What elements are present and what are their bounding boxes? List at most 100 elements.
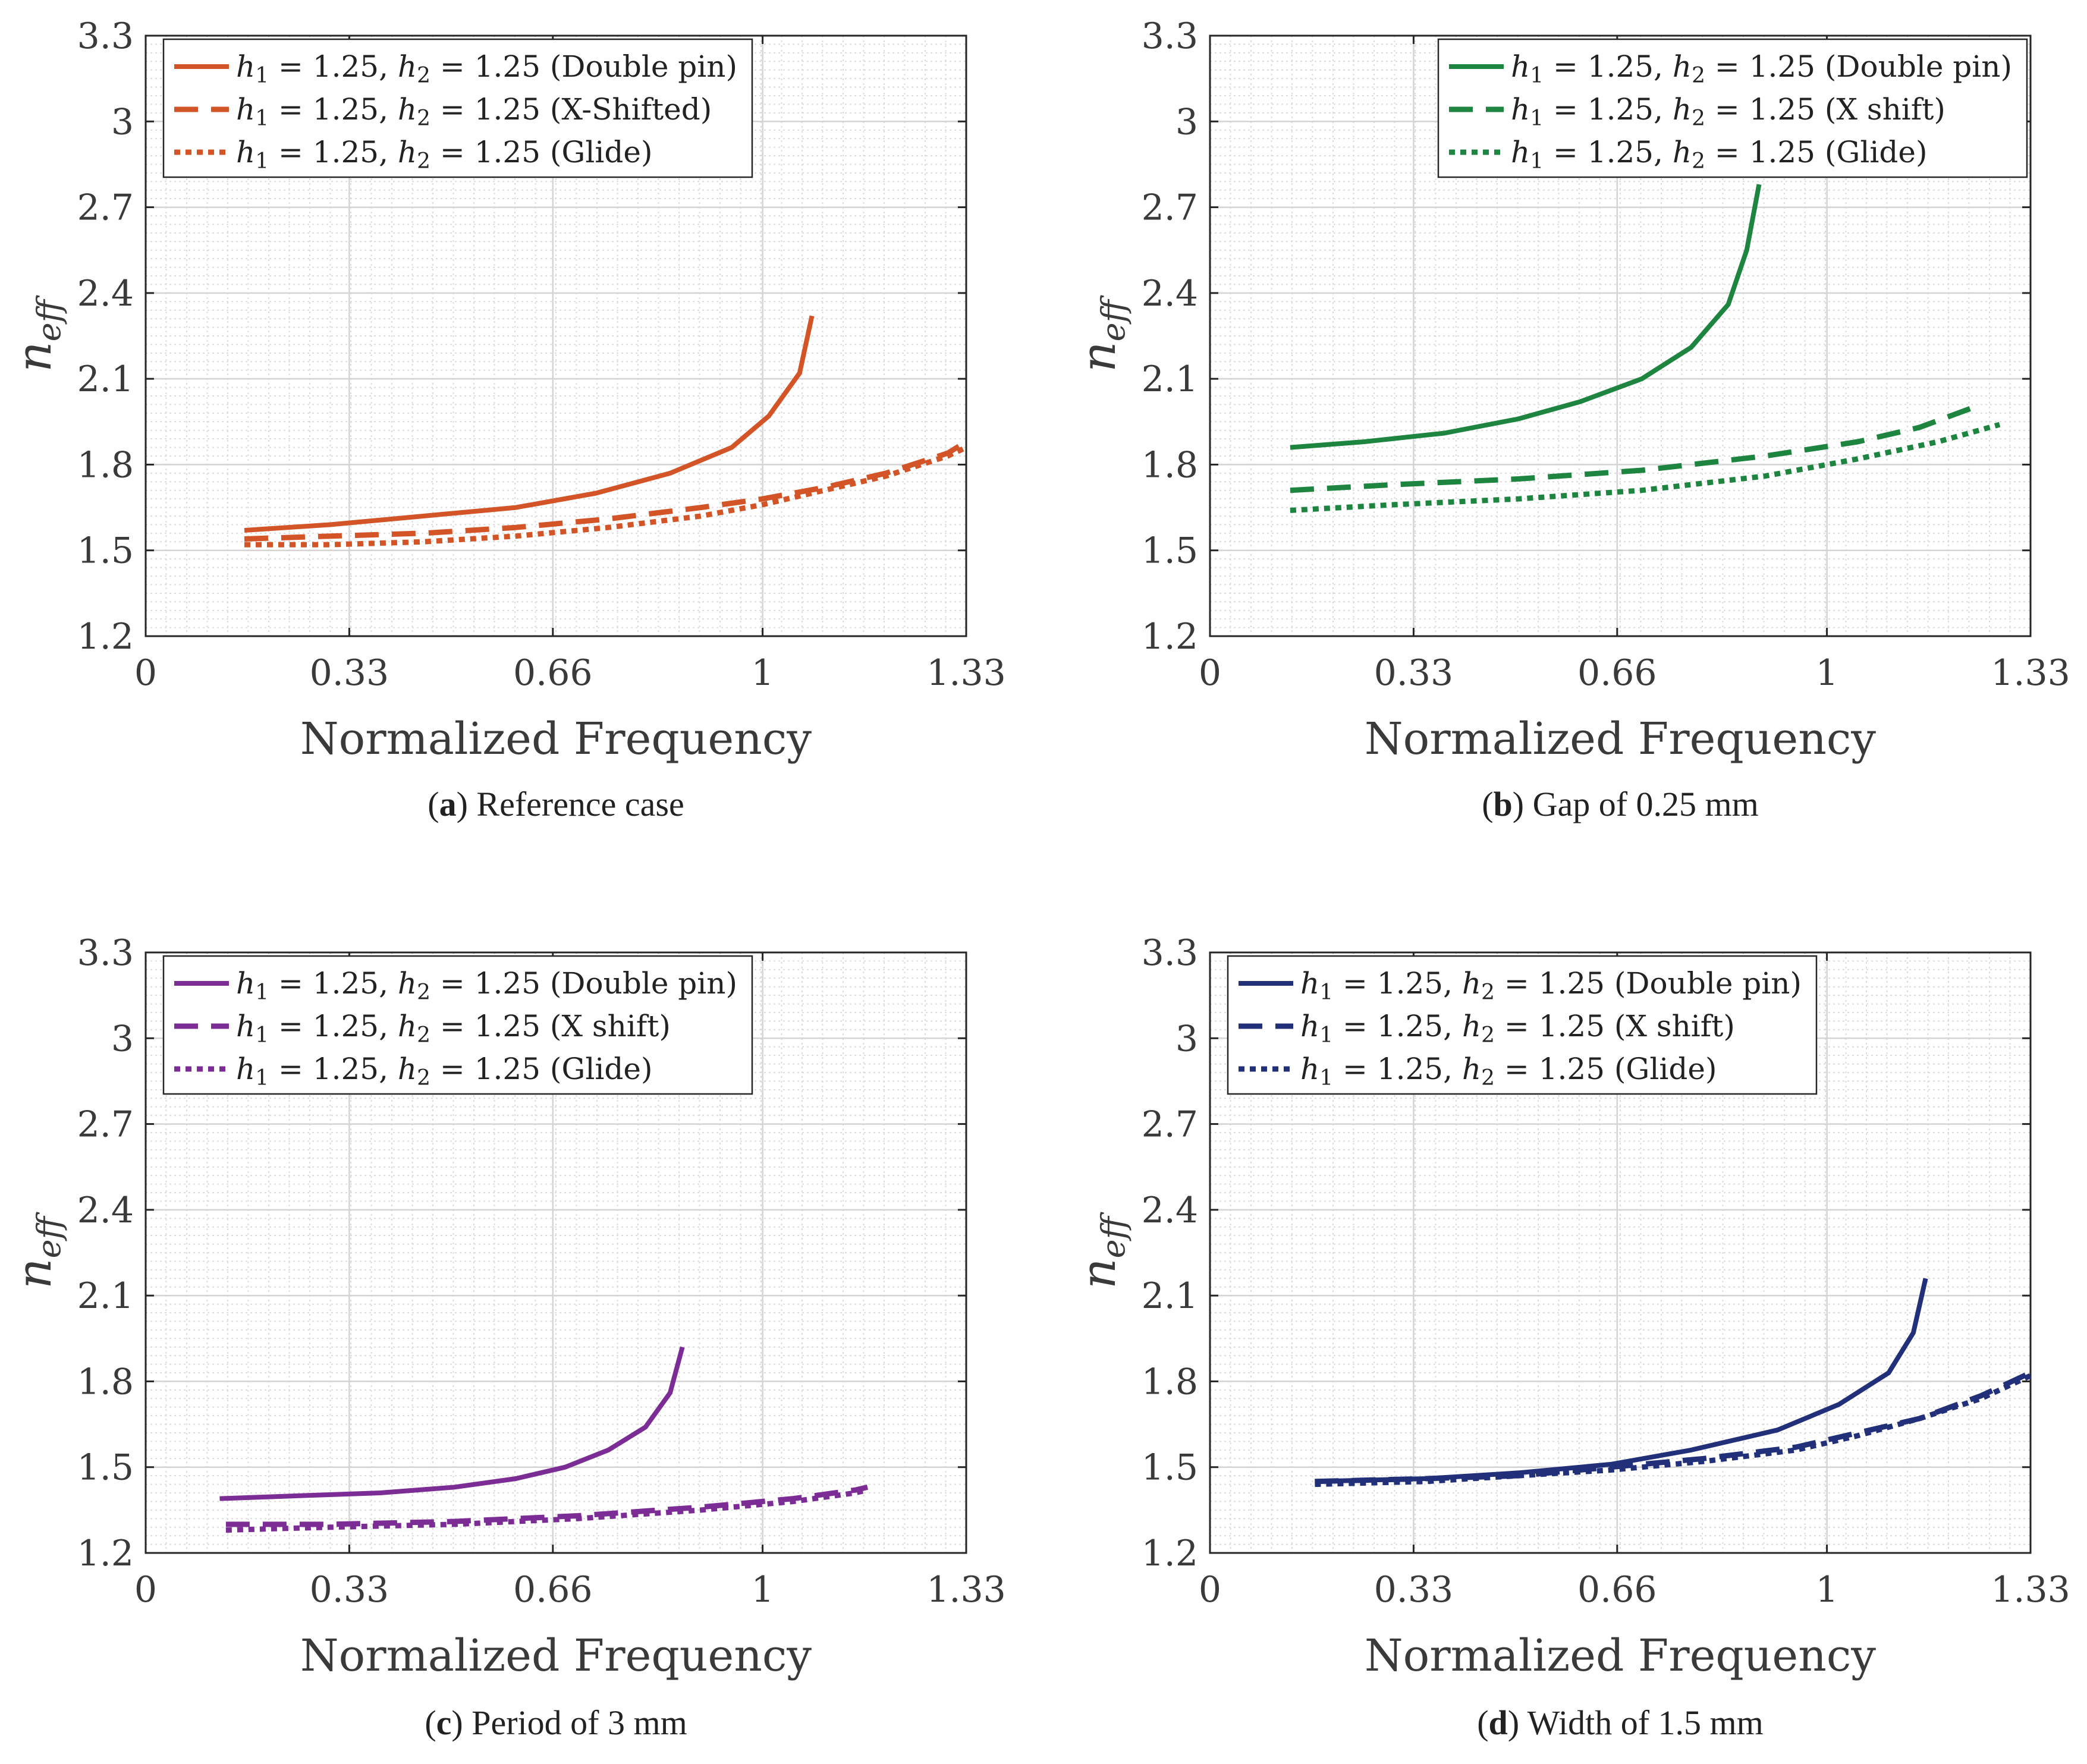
legend-entry-part: h <box>398 966 417 1001</box>
legend: h1 = 1.25, h2 = 1.25 (Double pin)h1 = 1.… <box>1227 955 1818 1095</box>
caption-text: ) Reference case <box>457 785 684 823</box>
x-tick-label: 0.66 <box>1577 652 1657 694</box>
x-axis-label: Normalized Frequency <box>300 713 812 765</box>
legend-entry-part: 2 <box>1481 1023 1495 1048</box>
legend-entry-part: 1 <box>1530 149 1544 174</box>
x-tick-label: 0.33 <box>1374 1569 1454 1611</box>
series-line-solid <box>1290 184 1762 450</box>
legend-entry-part: = 1.25 (X shift) <box>430 1009 671 1043</box>
y-tick-label: 2.7 <box>1142 187 1198 229</box>
axes-box <box>1209 34 2032 637</box>
legend-entry: h1 = 1.25, h2 = 1.25 (X shift) <box>1300 1009 1735 1048</box>
legend-entry-part: = 1.25, <box>269 966 398 1001</box>
caption-text: ) Period of 3 mm <box>451 1703 687 1742</box>
y-axis-label: neff <box>1071 1212 1132 1288</box>
legend-entry-part: h <box>1511 92 1530 127</box>
y-tick-label: 1.2 <box>77 1533 134 1574</box>
y-tick-label: 1.8 <box>1142 444 1198 486</box>
legend-entry-part: h <box>398 92 417 127</box>
legend-entry-part: 2 <box>417 149 430 174</box>
caption-paren: ( <box>428 785 439 823</box>
legend-entry-part: 1 <box>255 149 269 174</box>
series-line-dashed <box>1315 1370 2032 1485</box>
legend-box <box>1227 955 1818 1095</box>
legend-entry-part: 1 <box>255 106 269 131</box>
legend-entry-part: h <box>236 135 255 169</box>
legend-entry-part: 1 <box>1319 1023 1333 1048</box>
y-tick-label: 3 <box>111 101 134 143</box>
caption-paren: ( <box>425 1703 436 1742</box>
legend-box <box>162 955 753 1095</box>
y-tick-label: 2.7 <box>77 1104 134 1146</box>
legend-entry-part: = 1.25, <box>269 1009 398 1043</box>
y-axis-label: neff <box>7 1212 68 1288</box>
legend-entry: h1 = 1.25, h2 = 1.25 (X shift) <box>1511 92 1945 131</box>
y-axis-label-main: n <box>1071 341 1126 372</box>
y-tick-label: 2.1 <box>1142 1275 1198 1317</box>
legend: h1 = 1.25, h2 = 1.25 (Double pin)h1 = 1.… <box>162 38 753 178</box>
y-tick-label: 2.7 <box>77 187 134 229</box>
legend-entry-part: h <box>398 1009 417 1043</box>
x-tick-label: 0.66 <box>513 652 593 694</box>
y-axis-label-subscript: eff <box>1095 295 1132 341</box>
legend-entry-part: 1 <box>1530 106 1544 131</box>
caption-letter: a <box>439 785 457 823</box>
legend-entry-part: = 1.25 (X shift) <box>1705 92 1945 127</box>
y-tick-label: 1.8 <box>1142 1361 1198 1403</box>
y-tick-label: 2.4 <box>1142 1190 1198 1231</box>
chart-panel-c: 0 0.33 0.66 1 1.33 1.2 1.5 1.8 2.1 2.4 2.7 3 3.3 Norm… <box>7 932 1006 1742</box>
y-axis-label-main: n <box>7 1258 62 1289</box>
legend-entry-part: = 1.25, <box>1333 1009 1462 1043</box>
y-tick-label: 1.8 <box>77 444 134 486</box>
legend-entry-part: 2 <box>417 1023 430 1048</box>
legend-entry-part: h <box>1462 1009 1481 1043</box>
legend-entry-part: = 1.25 (Double pin) <box>1705 49 2012 84</box>
caption: (b) Gap of 0.25 mm <box>1482 785 1759 823</box>
caption-letter: d <box>1489 1703 1508 1742</box>
caption: (a) Reference case <box>428 785 684 823</box>
x-tick-label: 1 <box>752 652 774 694</box>
y-axis-label: neff <box>7 295 68 372</box>
legend-entry-part: = 1.25, <box>269 92 398 127</box>
legend-entry: h1 = 1.25, h2 = 1.25 (Double pin) <box>236 966 737 1005</box>
y-tick-label: 2.4 <box>77 1190 134 1231</box>
legend-entry-part: h <box>398 135 417 169</box>
legend-entry-part: = 1.25 (Double pin) <box>430 49 737 84</box>
y-tick-label: 1.5 <box>77 530 134 572</box>
legend-entry-part: = 1.25, <box>269 135 398 169</box>
chart-panel-d: 0 0.33 0.66 1 1.33 1.2 1.5 1.8 2.1 2.4 2.7 3 3.3 Norm… <box>1071 932 2070 1742</box>
legend-entry: h1 = 1.25, h2 = 1.25 (Glide) <box>1300 1052 1717 1090</box>
y-tick-label: 3.3 <box>77 15 134 57</box>
legend-entry-part: 2 <box>1481 1066 1495 1090</box>
legend-entry-part: h <box>1673 49 1692 84</box>
y-tick-label: 2.1 <box>77 359 134 400</box>
legend-entry-part: 1 <box>1530 64 1544 88</box>
legend-entry-part: = 1.25, <box>269 49 398 84</box>
y-tick-label: 1.5 <box>77 1447 134 1489</box>
x-tick-label: 0.33 <box>310 652 389 694</box>
legend-entry-part: = 1.25 (Glide) <box>1495 1052 1717 1086</box>
y-tick-label: 3 <box>111 1018 134 1059</box>
legend-entry-part: = 1.25, <box>1544 135 1673 169</box>
y-tick-label: 1.8 <box>77 1361 134 1403</box>
legend-entry-part: = 1.25 (Glide) <box>430 135 652 169</box>
axes-box <box>144 34 967 637</box>
legend-entry-part: 1 <box>255 64 269 88</box>
x-tick-label: 1.33 <box>1991 652 2070 694</box>
x-tick-label: 1.33 <box>926 652 1006 694</box>
legend: h1 = 1.25, h2 = 1.25 (Double pin)h1 = 1.… <box>1437 38 2028 178</box>
legend-entry-part: h <box>1300 1009 1319 1043</box>
legend-entry-part: = 1.25, <box>1333 1052 1462 1086</box>
legend-box <box>162 38 753 178</box>
legend-entry-part: 1 <box>255 1023 269 1048</box>
y-tick-label: 3 <box>1175 101 1198 143</box>
y-axis-label-subscript: eff <box>30 295 68 341</box>
legend-entry: h1 = 1.25, h2 = 1.25 (Glide) <box>236 1052 652 1090</box>
axes-box <box>144 951 967 1554</box>
series-line-dotted <box>244 445 967 548</box>
legend-entry-part: h <box>1673 92 1692 127</box>
legend-entry: h1 = 1.25, h2 = 1.25 (Double pin) <box>1511 49 2012 88</box>
caption-paren: ( <box>1482 785 1493 823</box>
x-tick-label: 0.33 <box>310 1569 389 1611</box>
